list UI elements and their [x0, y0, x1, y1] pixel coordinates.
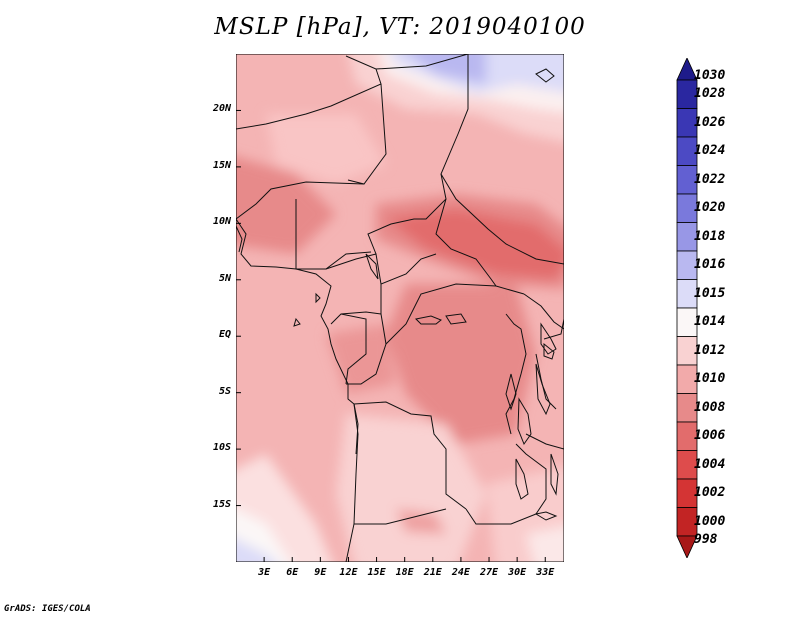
lat-label: 10N: [212, 216, 231, 228]
colorbar-label: 1024: [694, 143, 726, 159]
lon-label: 30E: [508, 567, 527, 578]
lon-label: 15E: [367, 567, 386, 578]
lon-label: 6E: [286, 567, 299, 578]
colorbar-label: 1006: [694, 428, 726, 444]
colorbar-label: 1012: [694, 342, 726, 358]
lat-label: 10S: [212, 442, 231, 454]
lon-label: 21E: [423, 567, 442, 578]
colorbar-label: 1020: [694, 200, 726, 216]
lat-label: EQ: [218, 329, 231, 341]
colorbar-label: 1010: [694, 371, 726, 387]
coastlines: [236, 68, 559, 521]
colorbar-cell: [676, 535, 698, 558]
lat-label: 15N: [212, 159, 231, 171]
lon-label: 12E: [339, 567, 358, 578]
colorbar-label: 1000: [694, 513, 726, 529]
pressure-map: [236, 54, 564, 562]
colorbar: [676, 58, 698, 558]
lat-label: 15S: [212, 498, 231, 510]
colorbar-label: 1018: [694, 228, 726, 244]
colorbar-label: 998: [694, 532, 718, 548]
colorbar-label: 1030: [694, 67, 726, 83]
colorbar-label: 1028: [694, 86, 726, 102]
lat-tick-marks: [236, 109, 241, 507]
lon-label: 9E: [314, 567, 327, 578]
colorbar-label: 1026: [694, 114, 726, 130]
lat-label: 5N: [218, 272, 231, 284]
lon-label: 27E: [479, 567, 499, 578]
colorbar-label: 1016: [694, 257, 726, 273]
lat-label: 5S: [218, 385, 231, 397]
lon-label: 18E: [395, 567, 414, 578]
colorbar-label: 1002: [694, 485, 726, 501]
map-title: MSLP [hPa], VT: 2019040100: [214, 14, 586, 40]
lon-label: 33E: [536, 567, 555, 578]
lon-label: 3E: [258, 567, 271, 578]
lat-label: 20N: [212, 103, 231, 115]
pressure-field: [236, 54, 564, 562]
colorbar-label: 1015: [694, 285, 726, 301]
colorbar-label: 1004: [694, 456, 726, 472]
colorbar-label: 1008: [694, 399, 726, 415]
colorbar-label: 1014: [694, 314, 726, 330]
lon-label: 24E: [451, 567, 470, 578]
lon-tick-marks: [263, 557, 546, 562]
credit-text: GrADS: IGES/COLA: [4, 604, 91, 614]
colorbar-label: 1022: [694, 171, 726, 187]
